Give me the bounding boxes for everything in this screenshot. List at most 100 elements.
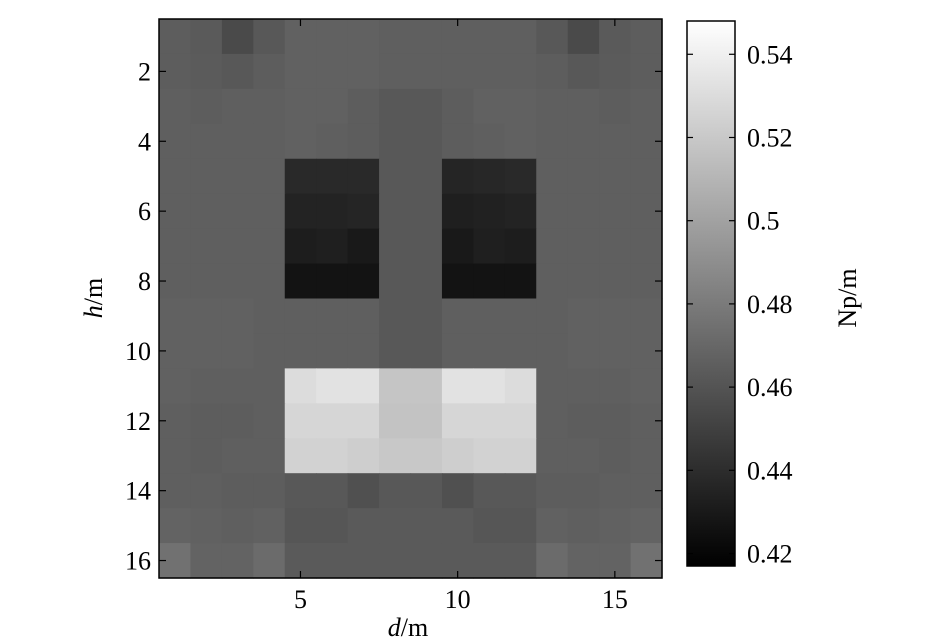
heatmap-cell — [253, 508, 286, 544]
heatmap-cell — [536, 193, 569, 230]
heatmap-cell — [284, 298, 317, 335]
heatmap-cell — [630, 368, 663, 404]
heatmap-cell — [190, 403, 223, 439]
heatmap-cell — [567, 193, 600, 230]
heatmap-cell — [221, 88, 254, 125]
heatmap-cell — [159, 158, 192, 195]
heatmap-cell — [441, 158, 474, 195]
heatmap-cell — [379, 508, 412, 544]
heatmap-cell — [536, 403, 569, 439]
heatmap-cell — [316, 228, 349, 265]
y-tick-label: 6 — [138, 197, 151, 226]
heatmap-cell — [504, 438, 537, 474]
colorbar-tick-label: 0.44 — [747, 456, 793, 485]
colorbar-tick-label: 0.5 — [747, 207, 780, 236]
heatmap-cell — [253, 228, 286, 265]
heatmap-cell — [253, 193, 286, 230]
heatmap-cell — [536, 158, 569, 195]
heatmap-cell — [253, 53, 286, 90]
heatmap-cell — [316, 438, 349, 474]
plot-frame — [158, 18, 663, 579]
heatmap-cell — [379, 19, 412, 55]
heatmap-cell — [316, 88, 349, 125]
heatmap-cell — [473, 403, 506, 439]
y-tick-label: 2 — [138, 57, 151, 86]
heatmap-cell — [441, 368, 474, 404]
heatmap-cell — [159, 298, 192, 335]
heatmap-cell — [410, 368, 443, 404]
y-tick-label: 4 — [138, 127, 151, 156]
heatmap-cell — [284, 88, 317, 125]
heatmap-cell — [190, 508, 223, 544]
x-tick-label: 10 — [445, 585, 471, 614]
heatmap-cell — [567, 298, 600, 335]
heatmap-cell — [221, 19, 254, 55]
heatmap-cell — [473, 473, 506, 509]
heatmap-cell — [410, 263, 443, 300]
heatmap-cell — [253, 298, 286, 335]
heatmap-cell — [599, 298, 632, 335]
heatmap-cell — [347, 158, 380, 195]
heatmap-cell — [599, 508, 632, 544]
heatmap-cell — [504, 368, 537, 404]
heatmap-cell — [190, 368, 223, 404]
x-axis-ticks: 5 10 15 — [294, 19, 628, 614]
heatmap-cell — [410, 123, 443, 160]
heatmap-cell — [567, 473, 600, 509]
heatmap-cell — [284, 368, 317, 404]
heatmap-cell — [473, 19, 506, 55]
heatmap-cell — [536, 508, 569, 544]
heatmap-cell — [159, 228, 192, 265]
heatmap-cell — [410, 158, 443, 195]
heatmap-cell — [159, 438, 192, 474]
heatmap-cell — [284, 403, 317, 439]
heatmap-cell — [284, 123, 317, 160]
heatmap-cell — [599, 123, 632, 160]
heatmap-cell — [379, 228, 412, 265]
heatmap-cell — [221, 473, 254, 509]
heatmap-cell — [567, 123, 600, 160]
heatmap-cell — [284, 53, 317, 90]
heatmap-cell — [190, 123, 223, 160]
heatmap-cell — [190, 53, 223, 90]
heatmap-cell — [599, 333, 632, 369]
heatmap-cell — [630, 438, 663, 474]
heatmap-cell — [347, 473, 380, 509]
heatmap-cell — [536, 228, 569, 265]
x-axis-label: d/m — [388, 613, 428, 642]
heatmap-cell — [347, 298, 380, 335]
heatmap-cell — [536, 368, 569, 404]
heatmap-cell — [567, 228, 600, 265]
heatmap-cell — [504, 333, 537, 369]
heatmap-cell — [567, 263, 600, 300]
heatmap-cell — [221, 333, 254, 369]
heatmap-cell — [347, 53, 380, 90]
heatmap-cell — [190, 333, 223, 369]
heatmap-cell — [473, 263, 506, 300]
heatmap-cell — [253, 19, 286, 55]
heatmap-cell — [504, 543, 537, 579]
colorbar-tick-label: 0.46 — [747, 373, 793, 402]
heatmap-cell — [504, 158, 537, 195]
heatmap-cell — [347, 403, 380, 439]
heatmap-cell — [473, 438, 506, 474]
heatmap-cell — [190, 193, 223, 230]
heatmap-cell — [599, 228, 632, 265]
heatmap-cell — [284, 193, 317, 230]
heatmap-cell — [379, 438, 412, 474]
heatmap-cell — [221, 368, 254, 404]
y-tick-label: 16 — [125, 547, 151, 576]
heatmap-cell — [441, 88, 474, 125]
heatmap-cell — [379, 403, 412, 439]
heatmap-cell — [347, 333, 380, 369]
heatmap-cell — [379, 298, 412, 335]
heatmap-cell — [630, 228, 663, 265]
heatmap-cell — [347, 88, 380, 125]
heatmap-cell — [316, 19, 349, 55]
heatmap-cell — [190, 298, 223, 335]
heatmap-cell — [253, 88, 286, 125]
heatmap-cell — [599, 438, 632, 474]
heatmap-cell — [379, 543, 412, 579]
heatmap-cell — [316, 158, 349, 195]
heatmap-cell — [441, 438, 474, 474]
